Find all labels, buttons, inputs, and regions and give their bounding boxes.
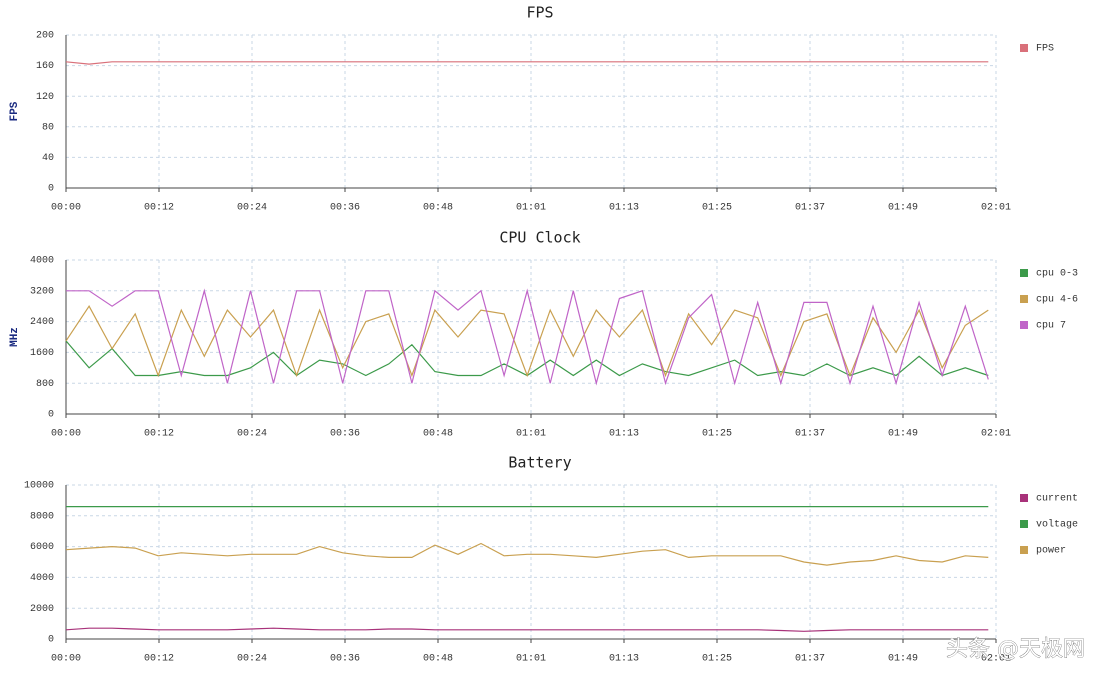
y-tick-label: 6000 <box>30 542 54 553</box>
legend-label: power <box>1036 546 1066 557</box>
x-tick-label: 01:37 <box>795 203 825 214</box>
legend-label: cpu 0-3 <box>1036 269 1078 280</box>
y-tick-label: 120 <box>36 92 54 103</box>
y-tick-label: 40 <box>42 153 54 164</box>
x-tick-label: 00:48 <box>423 203 453 214</box>
y-tick-label: 3200 <box>30 286 54 297</box>
x-tick-label: 00:12 <box>144 654 174 665</box>
legend-label: FPS <box>1036 44 1054 55</box>
x-tick-label: 01:13 <box>609 203 639 214</box>
x-tick-label: 00:24 <box>237 654 267 665</box>
x-tick-label: 00:00 <box>51 429 81 440</box>
x-tick-label: 02:01 <box>981 654 1011 665</box>
x-tick-label: 02:01 <box>981 429 1011 440</box>
x-tick-label: 00:36 <box>330 203 360 214</box>
x-tick-label: 00:24 <box>237 429 267 440</box>
y-tick-label: 1600 <box>30 348 54 359</box>
x-tick-label: 00:00 <box>51 203 81 214</box>
x-tick-label: 01:25 <box>702 654 732 665</box>
legend-swatch <box>1020 520 1028 528</box>
y-tick-label: 200 <box>36 31 54 42</box>
series-line <box>65 627 989 632</box>
x-tick-label: 00:48 <box>423 654 453 665</box>
series-line <box>65 340 989 377</box>
series-line <box>66 288 989 386</box>
chart-title: Battery <box>508 454 571 472</box>
chart-title: CPU Clock <box>499 229 580 247</box>
legend-swatch <box>1020 44 1028 52</box>
x-tick-label: 02:01 <box>981 203 1011 214</box>
y-tick-label: 0 <box>48 184 54 195</box>
legend-swatch <box>1020 494 1028 502</box>
x-tick-label: 01:49 <box>888 203 918 214</box>
y-tick-label: 800 <box>36 379 54 390</box>
y-tick-label: 2400 <box>30 317 54 328</box>
legend-swatch <box>1020 295 1028 303</box>
legend-swatch <box>1020 546 1028 554</box>
x-tick-label: 01:49 <box>888 429 918 440</box>
x-tick-label: 01:01 <box>516 203 546 214</box>
x-tick-label: 01:37 <box>795 654 825 665</box>
x-tick-label: 00:00 <box>51 654 81 665</box>
x-tick-label: 00:24 <box>237 203 267 214</box>
series-line <box>65 61 989 65</box>
legend-label: current <box>1036 494 1078 505</box>
x-tick-label: 00:36 <box>330 429 360 440</box>
x-tick-label: 00:12 <box>144 429 174 440</box>
x-tick-label: 01:25 <box>702 203 732 214</box>
y-tick-label: 160 <box>36 61 54 72</box>
watermark: 头条 @天极网 <box>946 637 1085 662</box>
chart-title: FPS <box>526 4 553 22</box>
legend-label: voltage <box>1036 519 1078 531</box>
y-axis-label: FPS <box>9 101 21 121</box>
x-tick-label: 01:13 <box>609 429 639 440</box>
legend-label: cpu 7 <box>1036 321 1066 332</box>
x-tick-label: 01:01 <box>516 654 546 665</box>
y-tick-label: 10000 <box>24 481 54 492</box>
y-tick-label: 8000 <box>30 511 54 522</box>
series-line <box>65 542 989 566</box>
y-tick-label: 4000 <box>30 256 54 267</box>
x-tick-label: 01:01 <box>516 429 546 440</box>
y-tick-label: 4000 <box>30 573 54 584</box>
x-tick-label: 01:37 <box>795 429 825 440</box>
legend-swatch <box>1020 269 1028 277</box>
x-tick-label: 01:25 <box>702 429 732 440</box>
x-tick-label: 00:48 <box>423 429 453 440</box>
x-tick-label: 00:36 <box>330 654 360 665</box>
legend-label: cpu 4-6 <box>1036 295 1078 306</box>
series-line <box>65 305 989 378</box>
y-axis-label: MHz <box>9 327 21 347</box>
y-tick-label: 0 <box>48 635 54 646</box>
x-tick-label: 01:49 <box>888 654 918 665</box>
y-tick-label: 2000 <box>30 604 54 615</box>
x-tick-label: 01:13 <box>609 654 639 665</box>
x-tick-label: 00:12 <box>144 203 174 214</box>
y-tick-label: 80 <box>42 122 54 133</box>
legend-swatch <box>1020 321 1028 329</box>
y-tick-label: 0 <box>48 410 54 421</box>
